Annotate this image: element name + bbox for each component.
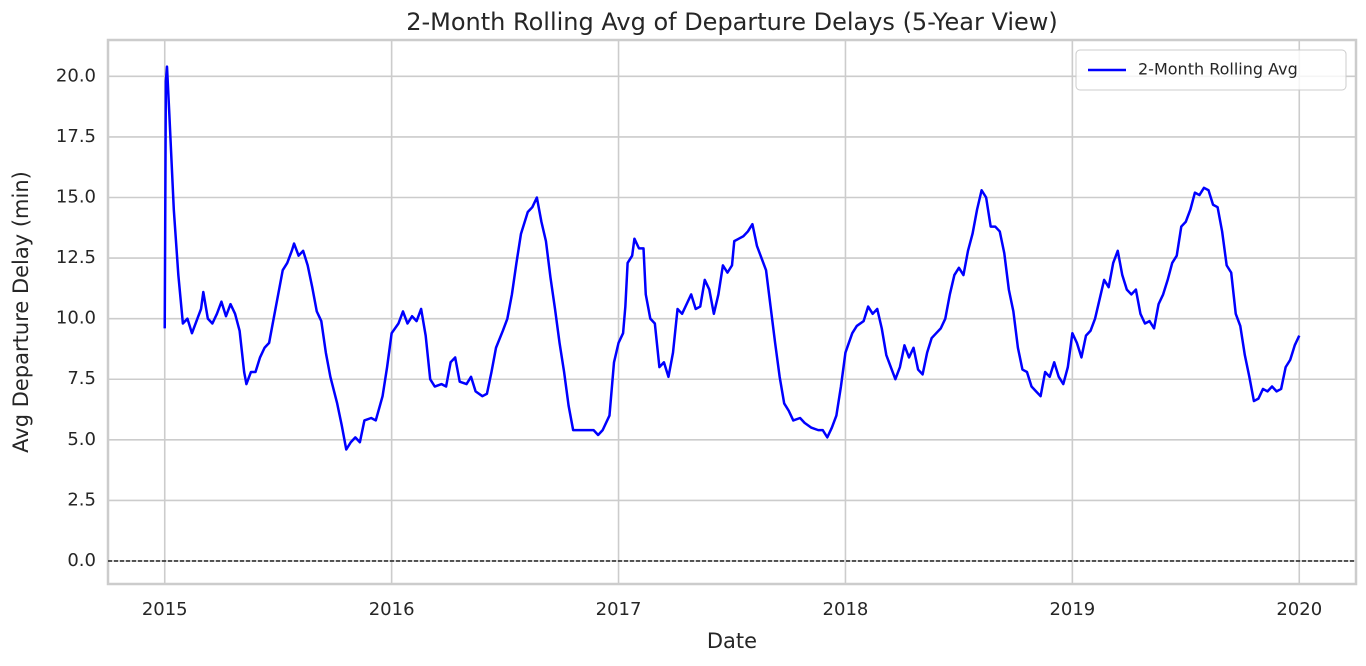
legend-label: 2-Month Rolling Avg	[1138, 60, 1298, 79]
data-line	[163, 65, 1301, 451]
x-tick-label: 2017	[596, 599, 642, 620]
y-tick-label: 2.5	[67, 489, 96, 510]
y-tick-label: 7.5	[67, 368, 96, 389]
chart-title: 2-Month Rolling Avg of Departure Delays …	[406, 8, 1058, 36]
x-tick-label: 2015	[142, 599, 188, 620]
y-tick-label: 15.0	[56, 187, 96, 208]
y-tick-label: 12.5	[56, 247, 96, 268]
plot-frame	[106, 38, 1358, 586]
y-tick-label: 17.5	[56, 126, 96, 147]
y-tick-label: 0.0	[67, 550, 96, 571]
y-tick-label: 5.0	[67, 429, 96, 450]
x-tick-label: 2016	[369, 599, 415, 620]
legend-box	[1075, 49, 1347, 91]
y-tick-label: 10.0	[56, 308, 96, 329]
x-tick-label: 2020	[1276, 599, 1322, 620]
y-tick-label: 20.0	[56, 65, 96, 86]
y-axis-label: Avg Departure Delay (min)	[9, 171, 33, 453]
x-axis-label: Date	[707, 629, 757, 653]
x-tick-label: 2018	[823, 599, 869, 620]
x-tick-label: 2019	[1049, 599, 1095, 620]
